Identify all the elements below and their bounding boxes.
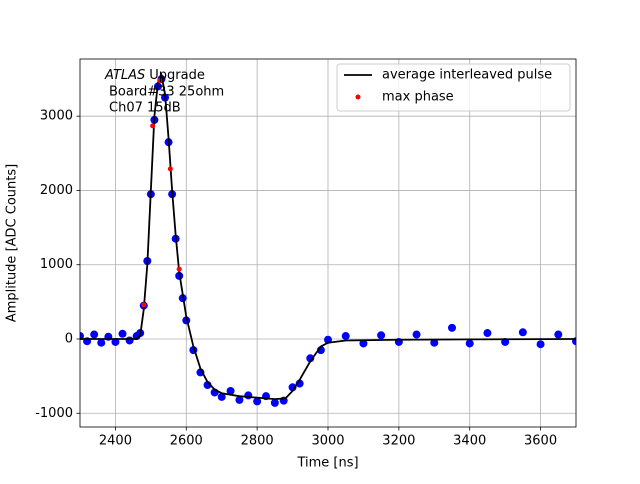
legend-box xyxy=(336,63,571,112)
x-tick-label: 3200 xyxy=(382,434,415,449)
x-tick-label: 3400 xyxy=(453,434,486,449)
x-tick-label: 2800 xyxy=(241,434,274,449)
x-tick-label: 2400 xyxy=(99,434,132,449)
series-point xyxy=(157,78,163,84)
sample-point xyxy=(518,328,527,337)
sample-point xyxy=(90,330,99,339)
y-tick-label: 2000 xyxy=(40,183,73,198)
y-axis-label: Amplitude [ADC Counts] xyxy=(5,164,20,322)
y-tick-label: 0 xyxy=(65,331,73,346)
sample-point xyxy=(465,339,474,348)
sample-point xyxy=(377,331,386,340)
sample-point xyxy=(118,329,127,338)
sample-point xyxy=(235,395,244,404)
x-tick-label: 2600 xyxy=(170,434,203,449)
y-tick-label: 3000 xyxy=(40,109,73,124)
series-point xyxy=(176,266,182,272)
x-tick-label: 3000 xyxy=(311,434,344,449)
sample-point xyxy=(226,386,235,395)
sample-point xyxy=(97,338,106,347)
sample-point xyxy=(253,397,262,406)
sample-point xyxy=(448,323,456,332)
sample-point xyxy=(536,340,545,349)
sample-point xyxy=(217,392,226,401)
y-tick-label: -1000 xyxy=(35,406,73,421)
legend-label: average interleaved pulse xyxy=(382,68,552,83)
sample-point xyxy=(244,391,253,400)
annotation: ATLAS Upgrade xyxy=(104,68,205,83)
series-point xyxy=(167,166,173,172)
sample-point xyxy=(125,336,134,345)
legend-swatch xyxy=(355,94,361,100)
annotation-italic: ATLAS xyxy=(104,68,145,83)
x-tick-label: 3600 xyxy=(524,434,557,449)
annotation-line: Board#33 25ohm xyxy=(109,85,224,100)
sample-point xyxy=(554,330,563,339)
sample-point xyxy=(306,354,315,363)
sample-point xyxy=(359,339,368,348)
legend-label: max phase xyxy=(382,90,454,105)
sample-point xyxy=(430,338,439,347)
sample-point xyxy=(341,332,350,341)
sample-point xyxy=(270,398,279,407)
annotation-line: Ch07 15dB xyxy=(109,101,181,116)
axes-frame xyxy=(79,58,577,428)
sample-point xyxy=(483,329,492,338)
annotation-text: Upgrade xyxy=(149,68,205,83)
sample-point xyxy=(80,332,84,341)
sample-point xyxy=(111,337,120,346)
series-point xyxy=(150,123,156,129)
series-line xyxy=(80,72,576,401)
x-axis-label: Time [ns] xyxy=(296,456,358,471)
plot-area xyxy=(80,72,576,407)
series-point xyxy=(141,302,147,308)
sample-point xyxy=(412,330,421,339)
y-tick-label: 1000 xyxy=(40,257,73,272)
sample-point xyxy=(196,368,205,377)
